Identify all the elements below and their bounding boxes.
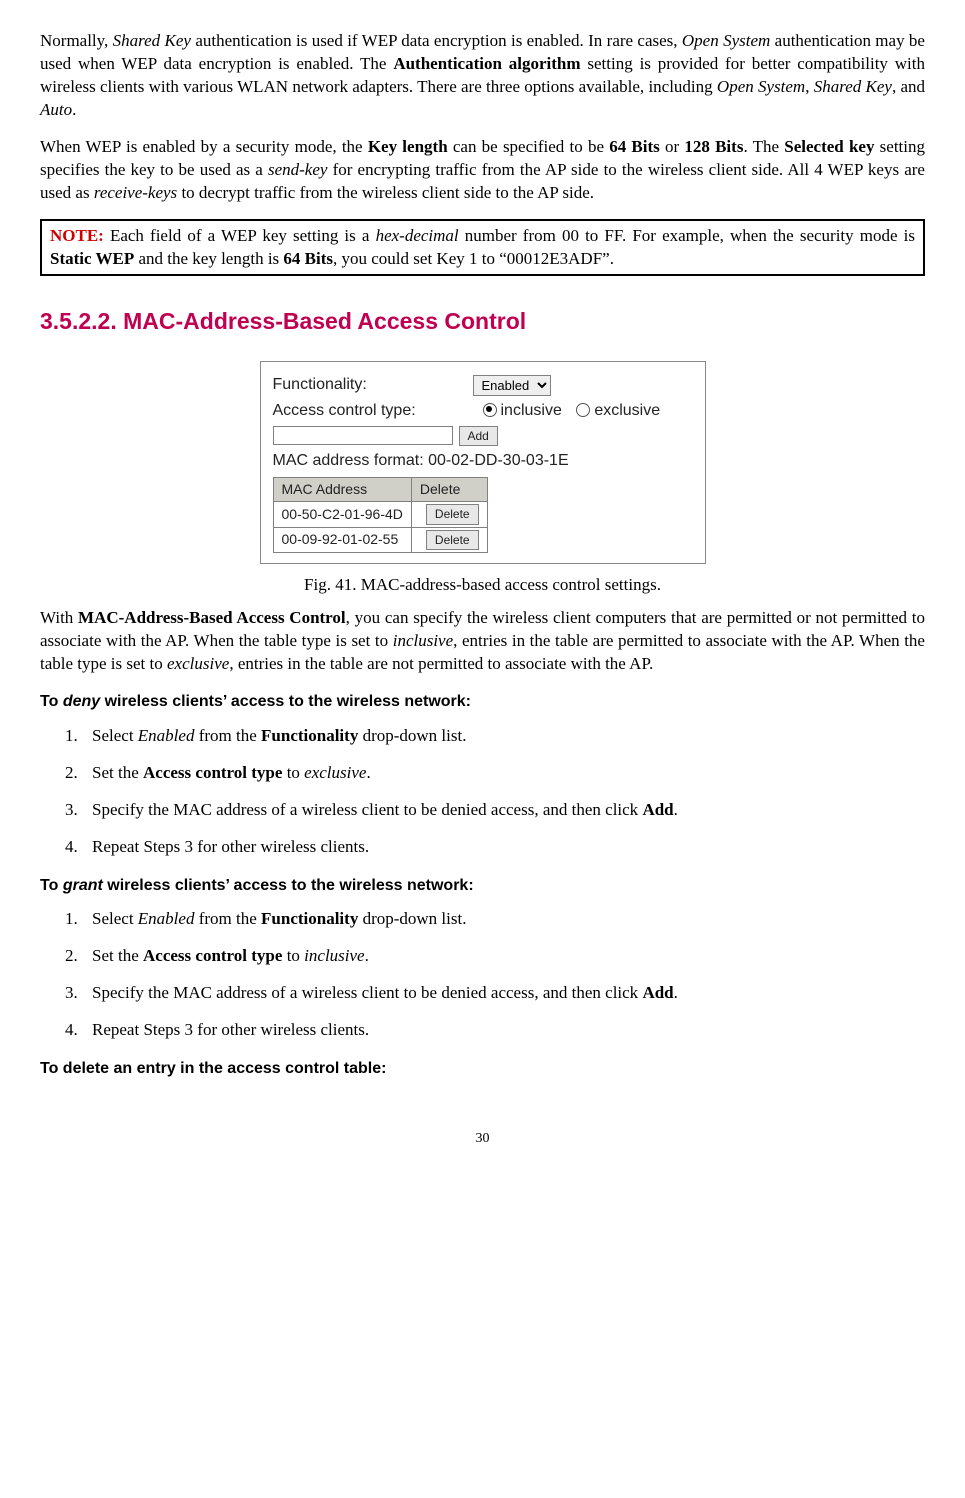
delete-button[interactable]: Delete [426,504,479,524]
mac-access-control-figure: Functionality: Enabled Access control ty… [260,361,706,563]
col-delete: Delete [411,478,487,502]
note-label: NOTE: [50,226,104,245]
functionality-select[interactable]: Enabled [473,375,551,396]
table-row: 00-50-C2-01-96-4D Delete [273,502,487,527]
list-item: Set the Access control type to exclusive… [82,762,925,785]
list-item: Select Enabled from the Functionality dr… [82,908,925,931]
grant-heading: To grant wireless clients’ access to the… [40,875,925,897]
list-item: Set the Access control type to inclusive… [82,945,925,968]
list-item: Repeat Steps 3 for other wireless client… [82,836,925,859]
add-button[interactable]: Add [459,426,498,446]
access-type-label: Access control type: [273,400,473,422]
mac-format-text: MAC address format: 00-02-DD-30-03-1E [273,450,693,472]
list-item: Repeat Steps 3 for other wireless client… [82,1019,925,1042]
list-item: Specify the MAC address of a wireless cl… [82,799,925,822]
deny-steps: Select Enabled from the Functionality dr… [40,725,925,859]
radio-exclusive[interactable] [576,403,590,417]
figure-wrap: Functionality: Enabled Access control ty… [40,361,925,563]
list-item: Specify the MAC address of a wireless cl… [82,982,925,1005]
col-mac: MAC Address [273,478,411,502]
page-number: 30 [40,1130,925,1149]
section-heading: 3.5.2.2. MAC-Address-Based Access Contro… [40,306,925,337]
paragraph-3: With MAC-Address-Based Access Control, y… [40,607,925,676]
paragraph-1: Normally, Shared Key authentication is u… [40,30,925,122]
delete-button[interactable]: Delete [426,530,479,550]
table-row: 00-09-92-01-02-55 Delete [273,527,487,552]
grant-steps: Select Enabled from the Functionality dr… [40,908,925,1042]
radio-inclusive[interactable] [483,403,497,417]
list-item: Select Enabled from the Functionality dr… [82,725,925,748]
note-box: NOTE: Each field of a WEP key setting is… [40,219,925,277]
paragraph-2: When WEP is enabled by a security mode, … [40,136,925,205]
figure-caption: Fig. 41. MAC-address-based access contro… [40,574,925,597]
mac-input[interactable] [273,426,453,445]
deny-heading: To deny wireless clients’ access to the … [40,691,925,713]
delete-heading: To delete an entry in the access control… [40,1058,925,1080]
functionality-label: Functionality: [273,374,473,396]
mac-table: MAC Address Delete 00-50-C2-01-96-4D Del… [273,477,488,552]
